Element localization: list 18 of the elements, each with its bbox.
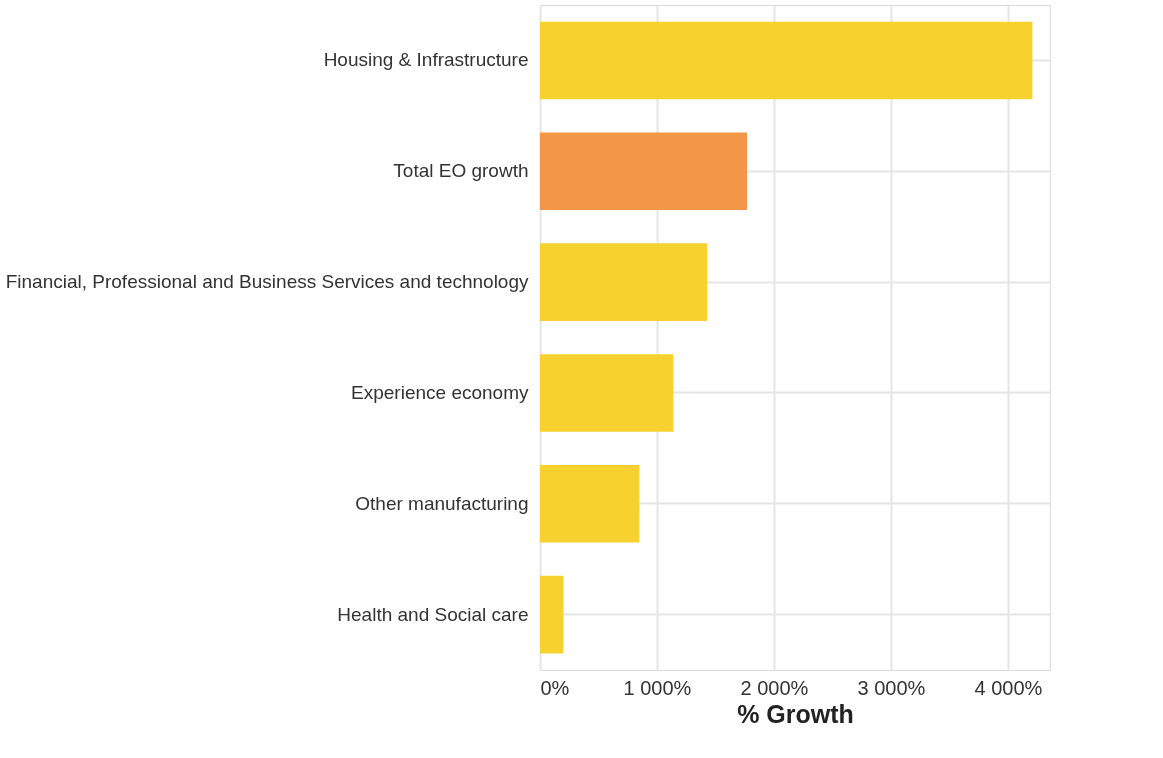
x-tick-label: 2 000% [740,676,809,699]
bar [540,354,674,432]
bar [540,575,564,654]
bar [540,21,1033,100]
y-tick-label: Housing & Infrastructure [323,49,529,71]
y-tick-label: Financial, Professional and Business Services and technology [5,271,529,293]
y-tick-label: Total EO growth [393,160,529,182]
x-tick-label: 3 000% [857,676,926,699]
x-tick-label: 1 000% [623,676,692,699]
x-axis-title: % Growth [737,699,854,728]
x-tick-label: 0% [540,676,570,699]
bar [540,132,748,211]
y-tick-label: Experience economy [351,381,529,403]
y-tick-label: Health and Social care [337,603,529,625]
bar [540,243,708,321]
y-tick-label: Other manufacturing [355,492,529,514]
x-tick-label: 4 000% [974,676,1043,699]
bar [540,464,640,543]
